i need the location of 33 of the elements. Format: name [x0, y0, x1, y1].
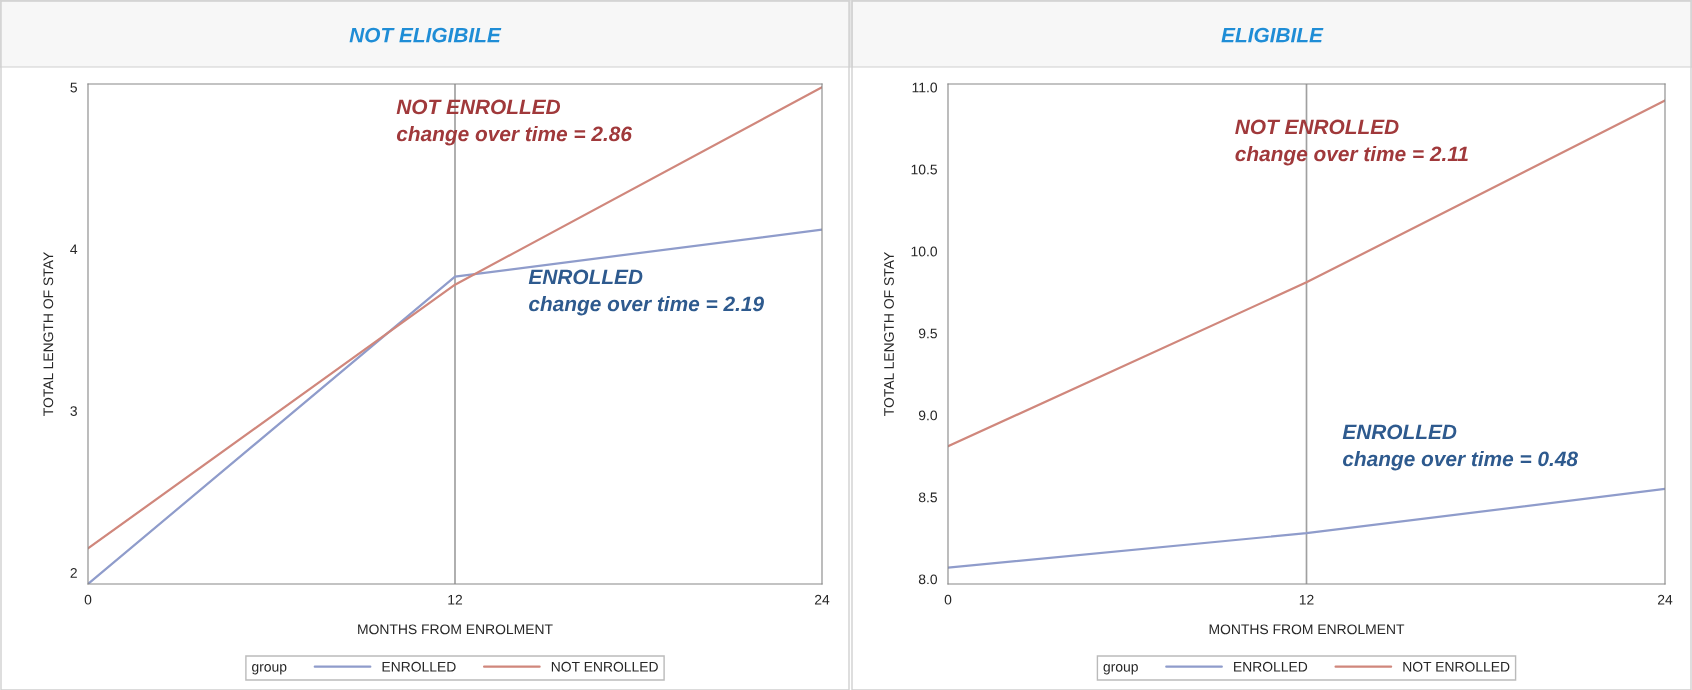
- chart-title: ELIGIBILE: [1221, 27, 1324, 43]
- chart-title: NOT ELIGIBILE: [349, 27, 502, 43]
- legend-label: ENROLLED: [1234, 661, 1308, 672]
- y-tick-label: 4: [70, 244, 78, 255]
- y-axis-title: TOTAL LENGTH OF STAY: [884, 252, 894, 416]
- legend-title: group: [1103, 664, 1138, 675]
- x-tick-label: 12: [1299, 594, 1314, 605]
- x-tick-label: 0: [84, 594, 92, 605]
- y-tick-label: 10.0: [911, 246, 938, 257]
- y-axis-title: TOTAL LENGTH OF STAY: [43, 252, 54, 416]
- x-tick-label: 12: [448, 594, 463, 605]
- y-tick-label: 10.5: [911, 164, 937, 175]
- annotation: ENROLLED change over time = 0.48: [1342, 424, 1578, 471]
- annotation: NOT ENROLLED change over time = 2.86: [396, 99, 633, 146]
- y-tick-label: 9.0: [918, 410, 938, 421]
- y-tick-label: 8.5: [918, 492, 937, 503]
- legend-label: NOT ENROLLED: [1403, 661, 1510, 672]
- legend-label: ENROLLED: [382, 661, 456, 672]
- y-tick-label: 11.0: [912, 82, 938, 93]
- y-tick-label: 2: [70, 568, 77, 578]
- y-tick-label: 3: [70, 406, 77, 417]
- legend-title: group: [252, 664, 287, 675]
- annotation: ENROLLED change over time = 2.19: [528, 269, 764, 316]
- x-tick-label: 0: [944, 594, 952, 605]
- x-axis-title: MONTHS FROM ENROLMENT: [1209, 624, 1405, 635]
- y-tick-label: 5: [70, 82, 77, 93]
- legend-label: NOT ENROLLED: [551, 661, 658, 672]
- x-axis-title: MONTHS FROM ENROLMENT: [358, 624, 553, 635]
- y-tick-label: 9.5: [918, 328, 937, 339]
- y-tick-label: 8.0: [918, 574, 938, 585]
- x-tick-label: 24: [1657, 594, 1673, 605]
- annotation: NOT ENROLLED change over time = 2.11: [1235, 119, 1468, 166]
- x-tick-label: 24: [814, 594, 830, 605]
